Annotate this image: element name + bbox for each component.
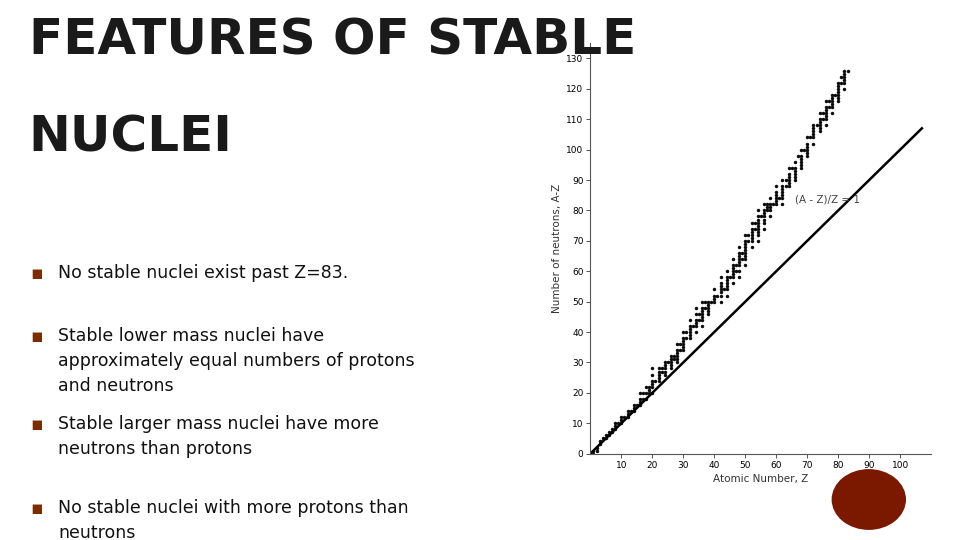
Text: ▪: ▪ xyxy=(31,415,43,434)
Text: Stable larger mass nuclei have more
neutrons than protons: Stable larger mass nuclei have more neut… xyxy=(59,415,379,458)
Y-axis label: Number of neutrons, A-Z: Number of neutrons, A-Z xyxy=(552,184,562,313)
Text: NUCLEI: NUCLEI xyxy=(29,113,232,161)
Text: No stable nuclei with more protons than
neutrons: No stable nuclei with more protons than … xyxy=(59,500,409,540)
Text: ▪: ▪ xyxy=(31,327,43,346)
Text: ▪: ▪ xyxy=(31,265,43,284)
X-axis label: Atomic Number, Z: Atomic Number, Z xyxy=(713,474,808,484)
Text: (A - Z)/Z = 1: (A - Z)/Z = 1 xyxy=(795,194,860,204)
Text: Stable lower mass nuclei have
approximately equal numbers of protons
and neutron: Stable lower mass nuclei have approximat… xyxy=(59,327,415,395)
Text: FEATURES OF STABLE: FEATURES OF STABLE xyxy=(29,16,636,64)
Text: ▪: ▪ xyxy=(31,500,43,518)
Text: No stable nuclei exist past Z=83.: No stable nuclei exist past Z=83. xyxy=(59,265,348,282)
